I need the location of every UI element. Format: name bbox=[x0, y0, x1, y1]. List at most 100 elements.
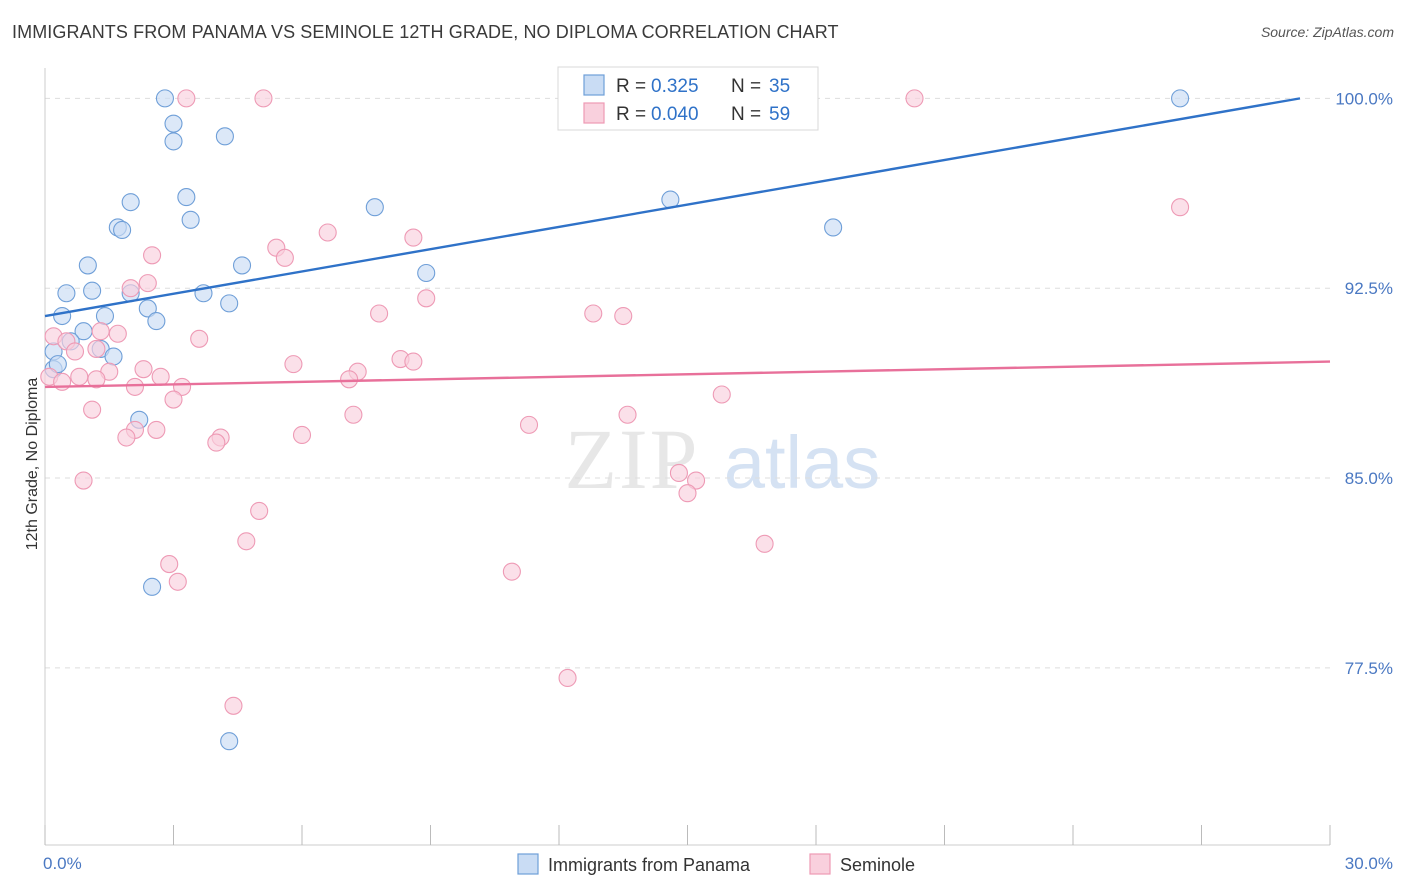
point-1-52 bbox=[250, 501, 269, 520]
point-0-30 bbox=[143, 577, 162, 596]
point-0-18 bbox=[138, 299, 157, 318]
point-1-15 bbox=[91, 322, 110, 341]
point-1-14 bbox=[614, 306, 633, 326]
bottom-legend-label-panama: Immigrants from Panama bbox=[548, 855, 751, 875]
legend-n-label-panama: N = bbox=[731, 76, 761, 97]
point-1-48 bbox=[669, 463, 688, 483]
point-0-34 bbox=[1171, 89, 1190, 108]
point-0-31 bbox=[220, 732, 239, 751]
point-1-29 bbox=[87, 370, 106, 389]
series-legend: Immigrants from Panama Seminole bbox=[517, 853, 915, 875]
point-0-13 bbox=[57, 284, 76, 303]
point-1-11 bbox=[417, 289, 436, 308]
point-1-35 bbox=[173, 377, 192, 396]
trend-lines bbox=[44, 97, 1331, 389]
point-1-2 bbox=[905, 89, 924, 108]
point-0-26 bbox=[104, 347, 123, 366]
point-0-28 bbox=[48, 355, 67, 374]
point-0-10 bbox=[78, 256, 97, 275]
legend-r-label-panama: R = bbox=[616, 76, 646, 97]
legend-n-value-panama: 35 bbox=[769, 76, 790, 97]
legend-r-value-panama: 0.325 bbox=[651, 76, 699, 97]
point-1-9 bbox=[121, 279, 140, 298]
point-1-4 bbox=[318, 223, 337, 242]
point-1-59 bbox=[224, 696, 243, 715]
point-1-36 bbox=[164, 390, 183, 409]
point-0-8 bbox=[113, 220, 132, 240]
bottom-legend-swatch-seminole bbox=[809, 853, 831, 875]
point-0-19 bbox=[53, 306, 72, 326]
point-1-3 bbox=[1171, 198, 1190, 217]
point-1-31 bbox=[340, 370, 359, 389]
y-tick-labels: 100.0% 92.5% 85.0% 77.5% bbox=[1335, 89, 1393, 677]
point-1-34 bbox=[125, 377, 144, 396]
point-1-38 bbox=[83, 400, 102, 419]
point-1-39 bbox=[344, 405, 363, 424]
x-tick-label-right: 30.0% bbox=[1345, 854, 1393, 873]
point-0-17 bbox=[220, 294, 239, 313]
chart-title: IMMIGRANTS FROM PANAMA VS SEMINOLE 12TH … bbox=[12, 22, 839, 42]
series-seminole-points bbox=[40, 89, 1190, 715]
point-1-49 bbox=[687, 471, 706, 490]
legend-n-label-seminole: N = bbox=[731, 104, 761, 125]
point-1-23 bbox=[404, 352, 423, 371]
axes bbox=[44, 68, 1331, 846]
point-0-14 bbox=[83, 281, 102, 300]
point-1-50 bbox=[678, 484, 697, 503]
point-0-12 bbox=[417, 263, 436, 283]
series-panama-points bbox=[44, 89, 1190, 751]
point-1-0 bbox=[177, 89, 196, 108]
legend-r-value-seminole: 0.040 bbox=[651, 104, 699, 125]
point-1-57 bbox=[502, 562, 521, 581]
point-0-6 bbox=[365, 198, 384, 217]
point-0-9 bbox=[181, 210, 200, 229]
watermark-zip: ZIP bbox=[565, 411, 700, 507]
point-1-1 bbox=[254, 89, 273, 108]
point-1-51 bbox=[74, 471, 93, 490]
point-0-5 bbox=[121, 193, 140, 212]
point-1-7 bbox=[275, 248, 294, 267]
point-0-4 bbox=[177, 188, 196, 207]
point-1-41 bbox=[519, 415, 539, 434]
point-1-26 bbox=[134, 360, 153, 379]
x-tick-label-left: 0.0% bbox=[43, 854, 82, 873]
point-1-17 bbox=[190, 329, 209, 348]
point-1-37 bbox=[712, 385, 731, 404]
legend-r-label-seminole: R = bbox=[616, 104, 646, 125]
point-1-58 bbox=[558, 668, 577, 688]
point-1-56 bbox=[168, 572, 187, 591]
point-0-3 bbox=[215, 127, 234, 146]
legend-swatch-seminole bbox=[583, 102, 605, 124]
point-1-53 bbox=[237, 532, 256, 551]
point-1-13 bbox=[584, 304, 603, 323]
point-1-54 bbox=[755, 534, 774, 553]
bottom-legend-swatch-panama bbox=[517, 853, 539, 875]
trend-line-1 bbox=[44, 360, 1331, 389]
point-1-40 bbox=[618, 405, 637, 424]
point-1-55 bbox=[160, 555, 179, 574]
source-credit: Source: ZipAtlas.com bbox=[1260, 24, 1394, 40]
point-1-30 bbox=[151, 367, 170, 386]
point-1-8 bbox=[143, 246, 162, 265]
point-0-2 bbox=[164, 132, 183, 151]
bottom-legend-label-seminole: Seminole bbox=[840, 855, 915, 875]
y-axis-label: 12th Grade, No Diploma bbox=[24, 378, 41, 551]
point-1-45 bbox=[117, 428, 136, 447]
legend-n-value-seminole: 59 bbox=[769, 104, 790, 125]
point-1-21 bbox=[87, 339, 106, 358]
watermark-atlas: atlas bbox=[724, 421, 880, 504]
point-1-43 bbox=[147, 420, 166, 439]
point-1-12 bbox=[370, 304, 389, 323]
point-0-33 bbox=[824, 218, 843, 237]
y-tick-label-0: 100.0% bbox=[1335, 89, 1393, 108]
y-tick-label-1: 92.5% bbox=[1345, 279, 1393, 298]
trend-line-0 bbox=[44, 97, 1301, 318]
point-0-11 bbox=[232, 256, 252, 275]
stats-legend: R = 0.325 N = 35 R = 0.040 N = 59 bbox=[557, 66, 819, 131]
legend-swatch-panama bbox=[583, 74, 605, 96]
point-1-16 bbox=[108, 324, 127, 343]
point-0-21 bbox=[147, 312, 166, 331]
point-1-10 bbox=[138, 274, 157, 293]
y-tick-label-2: 85.0% bbox=[1345, 469, 1393, 488]
